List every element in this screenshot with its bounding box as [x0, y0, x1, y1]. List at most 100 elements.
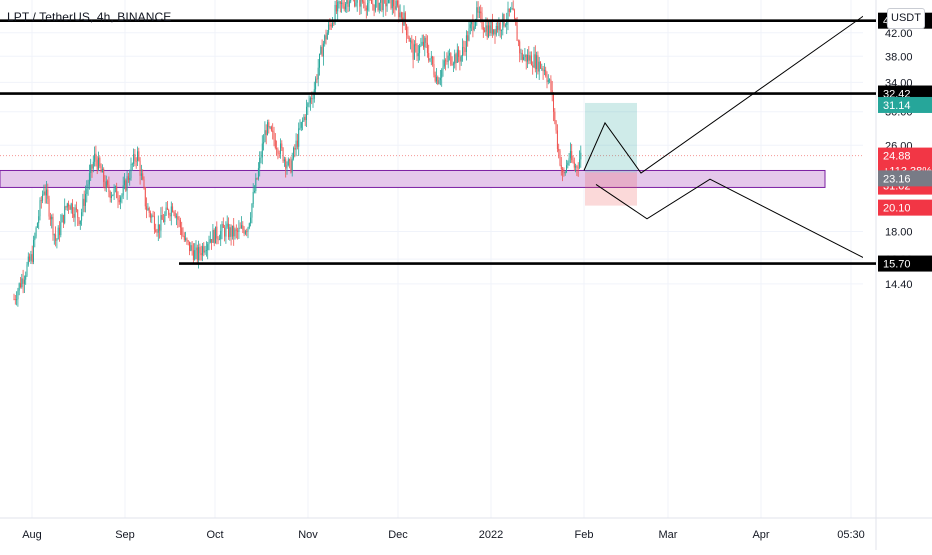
- candle-body: [170, 206, 172, 217]
- candle-body: [382, 0, 384, 11]
- candle-body: [202, 246, 203, 256]
- candle-body: [426, 42, 428, 53]
- candle-body: [324, 35, 326, 44]
- candle-body: [59, 227, 60, 236]
- candle-body: [546, 75, 548, 82]
- candle-body: [36, 223, 38, 228]
- symbol-title: LPT / TetherUS, 4h, BINANCE: [7, 10, 172, 24]
- candle-body: [530, 55, 532, 66]
- x-tick-label: Aug: [22, 529, 42, 541]
- candle-body: [56, 239, 58, 241]
- candle-body: [109, 191, 111, 198]
- candle-body: [205, 250, 207, 251]
- candle-body: [243, 229, 245, 234]
- candle-body: [507, 8, 509, 22]
- candle-body: [477, 7, 479, 13]
- badge-last-price-value: 24.88: [883, 151, 911, 163]
- candle-body: [246, 231, 248, 233]
- candle-body: [455, 54, 457, 63]
- candle-body: [423, 41, 424, 48]
- candle-body: [404, 12, 406, 25]
- candle-body: [250, 217, 252, 224]
- candle-body: [194, 250, 196, 260]
- candle-body: [467, 35, 469, 41]
- candle-body: [150, 212, 151, 218]
- candle-body: [287, 159, 289, 166]
- candle-body: [302, 120, 304, 123]
- candle-body: [541, 68, 543, 70]
- candles: [13, 0, 582, 307]
- candle-body: [88, 173, 90, 185]
- candle-body: [174, 213, 176, 218]
- x-tick-label: Apr: [752, 529, 769, 541]
- gridlines: [0, 0, 863, 518]
- candle-body: [441, 70, 443, 78]
- candle-body: [386, 3, 388, 7]
- candle-body: [406, 24, 408, 36]
- candle-body: [459, 56, 461, 62]
- candle-body: [450, 53, 452, 65]
- candle-body: [96, 159, 98, 170]
- candle-body: [517, 40, 519, 42]
- candle-body: [61, 214, 63, 223]
- candle-body: [356, 0, 358, 3]
- candle-body: [482, 27, 484, 31]
- candle-body: [408, 37, 410, 42]
- candle-body: [255, 178, 257, 192]
- candle-body: [216, 226, 218, 239]
- candle-body: [510, 8, 512, 12]
- candle-body: [311, 98, 313, 100]
- candle-body: [321, 46, 323, 57]
- candle-body: [497, 25, 499, 30]
- candle-body: [225, 226, 227, 237]
- candle-body: [269, 126, 271, 128]
- candle-body: [542, 68, 544, 72]
- candle-body: [94, 153, 96, 162]
- candle-body: [251, 203, 253, 218]
- candle-body: [163, 219, 164, 223]
- x-tick-label: Sep: [115, 529, 135, 541]
- candle-body: [200, 253, 202, 256]
- candle-body: [260, 157, 262, 159]
- candle-body: [280, 143, 281, 154]
- candle-body: [566, 165, 567, 172]
- badge-stop-text: 20.10: [883, 203, 911, 215]
- candle-body: [299, 127, 301, 129]
- candle-body: [117, 197, 119, 201]
- candle-body: [504, 24, 506, 26]
- candle-body: [341, 2, 343, 4]
- candle-body: [140, 173, 142, 176]
- x-tick-label: Feb: [575, 529, 594, 541]
- candle-body: [85, 193, 86, 206]
- candle-body: [498, 22, 500, 30]
- candle-body: [46, 189, 47, 196]
- candle-body: [458, 49, 460, 57]
- candle-body: [65, 206, 67, 208]
- candle-body: [454, 54, 456, 64]
- candle-body: [183, 236, 185, 240]
- candle-body: [350, 0, 352, 2]
- candle-body: [35, 227, 37, 237]
- candle-body: [265, 130, 267, 135]
- candle-body: [289, 159, 291, 161]
- candle-body: [195, 247, 197, 251]
- candle-body: [126, 176, 128, 191]
- currency-button[interactable]: USDT: [887, 8, 925, 29]
- candle-body: [553, 93, 554, 112]
- candle-body: [69, 206, 71, 210]
- stop-loss-box: [585, 172, 637, 206]
- candle-body: [309, 98, 311, 103]
- candle-body: [40, 200, 42, 202]
- candle-body: [147, 208, 149, 211]
- candle-body: [20, 283, 21, 287]
- candle-body: [468, 28, 470, 41]
- candle-body: [563, 171, 565, 174]
- candle-body: [242, 225, 244, 230]
- candle-body: [290, 160, 292, 173]
- candle-body: [178, 219, 180, 221]
- candle-body: [559, 150, 561, 166]
- plot-area: [0, 0, 863, 307]
- candle-body: [107, 181, 109, 185]
